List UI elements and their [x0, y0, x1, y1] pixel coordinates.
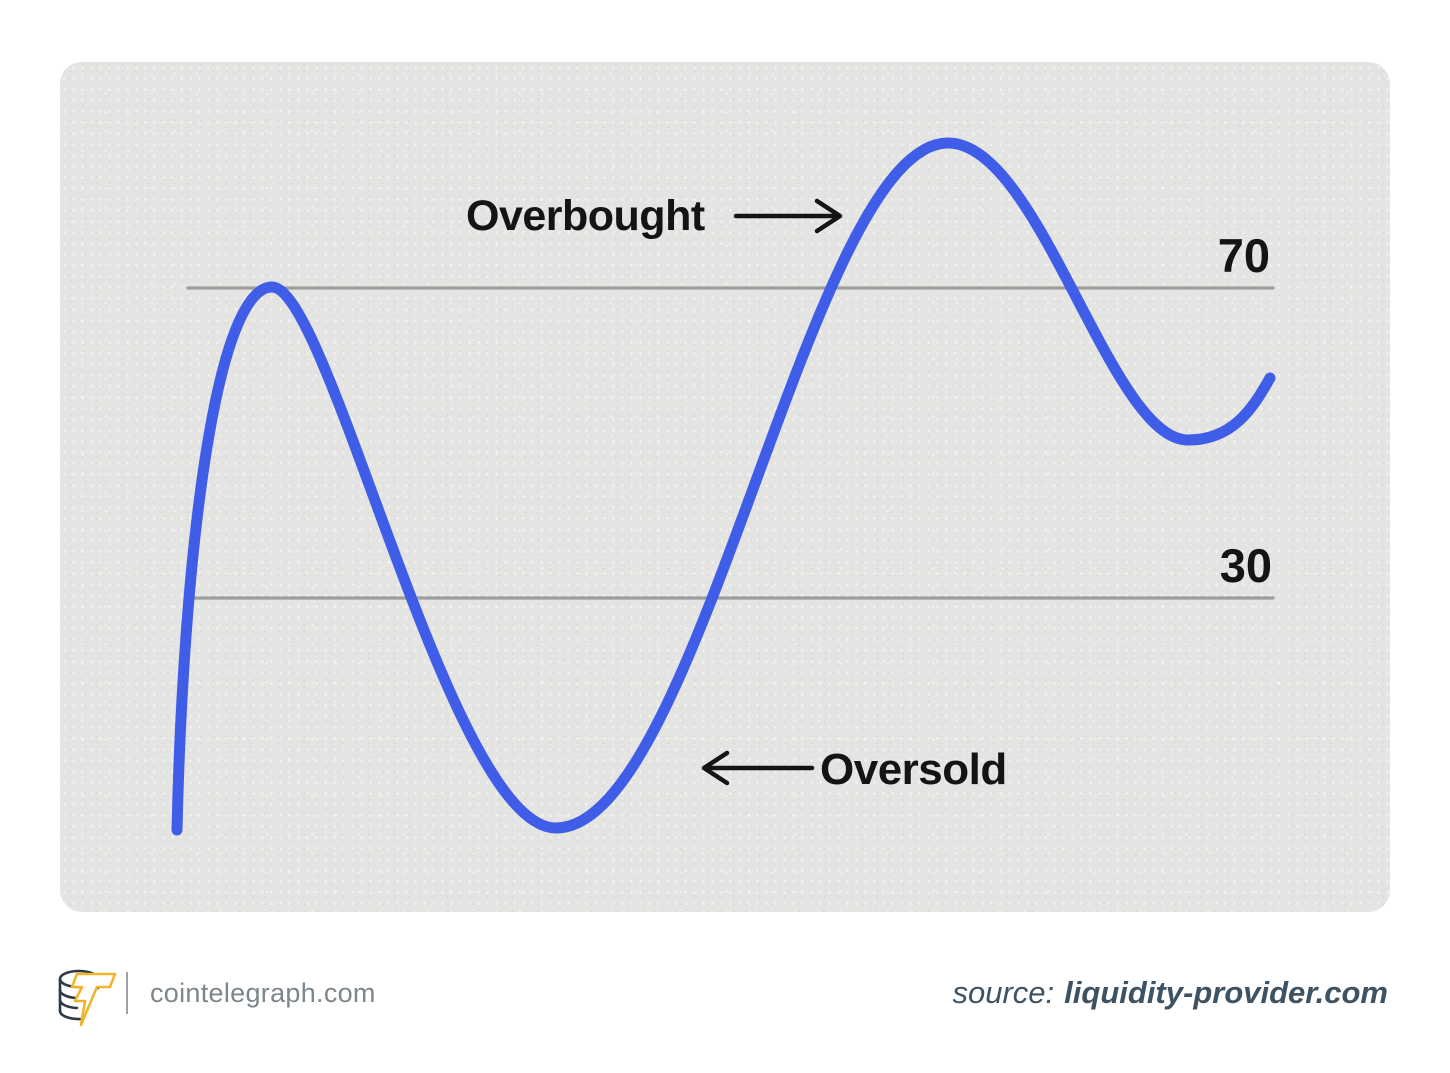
cointelegraph-logo-icon — [58, 969, 117, 1027]
source-name: liquidity-provider.com — [1064, 975, 1388, 1010]
footer-divider — [126, 972, 128, 1014]
overbought-arrow — [733, 198, 843, 234]
oversold-arrow-head-icon — [701, 750, 730, 786]
oversold-arrow — [701, 750, 815, 786]
source-prefix: source: — [952, 975, 1055, 1010]
upper-threshold-value: 70 — [1217, 229, 1270, 282]
source-attribution: source: liquidity-provider.com — [953, 975, 1389, 1011]
rsi-curve — [171, 137, 1276, 836]
overbought-arrow-head-icon — [814, 198, 843, 234]
lower-threshold-value: 30 — [1219, 539, 1272, 592]
lightning-bolt-icon — [70, 972, 117, 1027]
oversold-label: Oversold — [820, 745, 1007, 794]
overbought-label: Overbought — [466, 192, 705, 240]
brand-text: cointelegraph.com — [150, 978, 376, 1008]
chart-card — [60, 62, 1390, 912]
